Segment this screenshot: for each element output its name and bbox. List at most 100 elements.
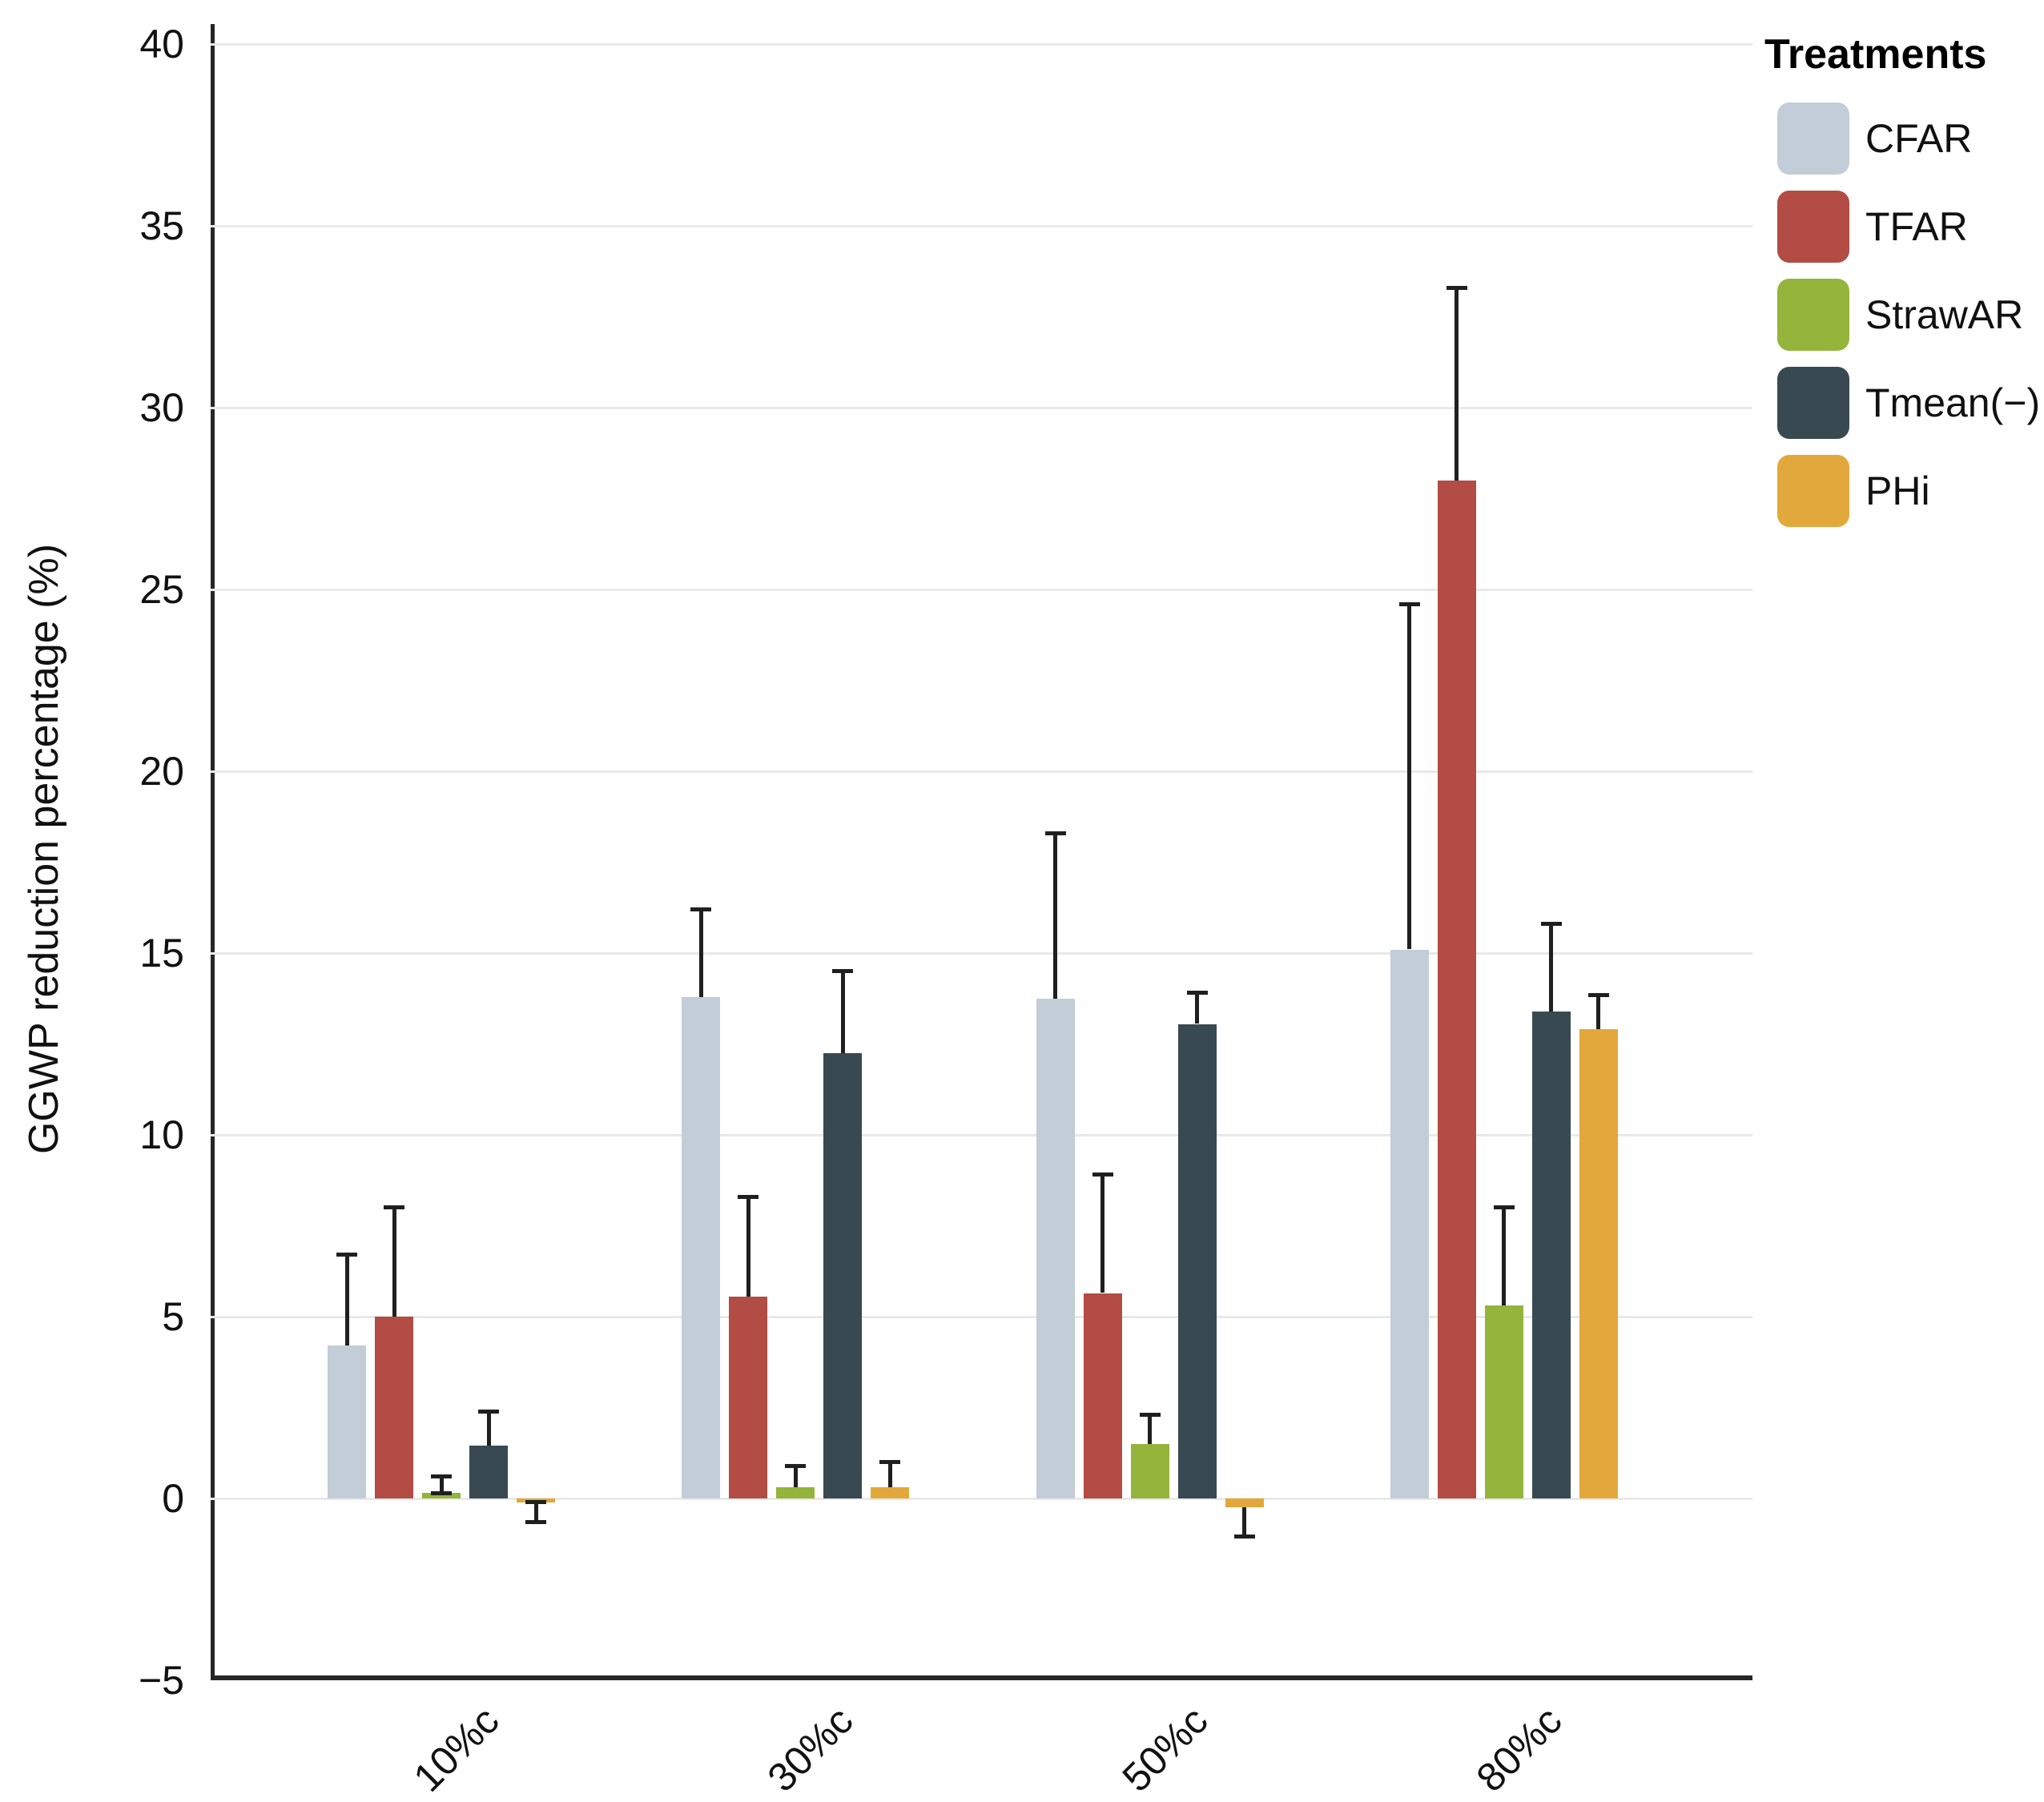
legend: Treatments CFAR TFAR StrawAR Tmean(−) PHi (1764, 30, 2040, 543)
errorbar-cap-Tmean(−)-80%c (1540, 922, 1562, 927)
errorbar-PHi-50%c (1242, 1507, 1247, 1537)
errorbar-Tmean(−)-50%c (1195, 992, 1200, 1024)
bar-StrawAR-30%c (776, 1487, 815, 1498)
errorbar-cap-TFAR-50%c (1092, 1173, 1113, 1177)
errorbar-basecap-PHi-10%c (525, 1500, 546, 1504)
y-axis-title: GGWP reduction percentage (%) (21, 543, 67, 1155)
legend-item-TFAR: TFAR (1764, 191, 2040, 263)
bar-TFAR-50%c (1083, 1293, 1122, 1498)
errorbar-Tmean(−)-80%c (1549, 923, 1554, 1012)
errorbar-CFAR-80%c (1407, 604, 1412, 950)
errorbar-cap-PHi-30%c (879, 1460, 901, 1465)
errorbar-TFAR-30%c (746, 1197, 750, 1297)
y-tick-label-20: 20 (139, 749, 184, 794)
errorbar-cap-CFAR-10%c (336, 1253, 357, 1257)
gridline-20 (211, 770, 1752, 773)
legend-item-label: CFAR (1865, 116, 1973, 161)
bar-Tmean(−)-50%c (1177, 1024, 1217, 1498)
errorbar-cap-StrawAR-30%c (785, 1463, 807, 1468)
errorbar-cap-Tmean(−)-30%c (832, 969, 854, 974)
legend-swatch-icon (1777, 455, 1849, 527)
legend-title: Treatments (1764, 31, 1987, 78)
errorbar-cap-StrawAR-80%c (1493, 1205, 1515, 1210)
y-tick-label-5: 5 (162, 1294, 184, 1339)
errorbar-cap-PHi-50%c (1233, 1535, 1255, 1539)
errorbar-StrawAR-50%c (1148, 1414, 1153, 1444)
errorbar-cap-PHi-10%c (525, 1520, 546, 1524)
errorbar-cap-PHi-80%c (1587, 992, 1609, 997)
errorbar-PHi-10%c (533, 1502, 538, 1522)
bar-TFAR-10%c (375, 1317, 413, 1498)
bar-StrawAR-50%c (1130, 1443, 1169, 1498)
errorbar-Tmean(−)-30%c (840, 971, 845, 1053)
errorbar-Tmean(−)-10%c (486, 1411, 491, 1446)
gridline-10 (211, 1133, 1752, 1136)
errorbar-StrawAR-80%c (1502, 1207, 1507, 1306)
bar-CFAR-50%c (1036, 998, 1075, 1499)
y-tick-label-25: 25 (139, 567, 184, 612)
y-tick-label-40: 40 (139, 22, 184, 66)
x-tick-label-10%c: 10%c (404, 1697, 508, 1800)
y-tick-label--5: −5 (138, 1658, 184, 1703)
errorbar-cap-StrawAR-10%c (431, 1474, 452, 1479)
errorbar-PHi-30%c (887, 1462, 892, 1488)
x-tick-label-50%c: 50%c (1113, 1697, 1217, 1800)
legend-items: CFAR TFAR StrawAR Tmean(−) PHi (1764, 103, 2040, 527)
errorbar-cap-TFAR-80%c (1446, 285, 1467, 290)
errorbar-cap-Tmean(−)-50%c (1186, 991, 1208, 996)
errorbar-cap-CFAR-80%c (1398, 601, 1420, 606)
plot-area: 40 35 30 25 20 15 10 5 0 −5 10%c 30%c 50%c 80%c (139, 24, 1752, 1800)
y-tick-label-15: 15 (139, 931, 184, 975)
legend-item-label: Tmean(−) (1865, 380, 2041, 425)
errorbar-basecap-StrawAR-10%c (431, 1490, 452, 1495)
bar-TFAR-80%c (1437, 480, 1476, 1498)
bar-TFAR-30%c (729, 1297, 768, 1498)
errorbar-TFAR-10%c (392, 1207, 396, 1317)
legend-item-label: TFAR (1865, 204, 1968, 249)
gridline-35 (211, 224, 1752, 227)
y-tick-label-30: 30 (139, 385, 184, 430)
bar-CFAR-30%c (682, 996, 721, 1498)
errorbar-TFAR-50%c (1100, 1174, 1105, 1293)
y-axis-line (211, 24, 215, 1680)
x-tick-label-80%c: 80%c (1467, 1697, 1571, 1800)
errorbar-PHi-80%c (1596, 995, 1601, 1030)
gridline-0 (211, 1497, 1752, 1500)
x-tick-label-30%c: 30%c (758, 1697, 862, 1800)
legend-item-label: StrawAR (1865, 292, 2024, 337)
legend-item-CFAR: CFAR (1764, 103, 2040, 175)
errorbar-cap-CFAR-30%c (690, 907, 712, 911)
errorbar-TFAR-80%c (1455, 288, 1459, 481)
errorbar-StrawAR-10%c (439, 1476, 444, 1494)
errorbar-cap-TFAR-10%c (384, 1205, 404, 1210)
legend-swatch-icon (1777, 191, 1849, 263)
y-tick-label-0: 0 (162, 1476, 184, 1521)
errorbar-CFAR-10%c (344, 1254, 349, 1346)
legend-item-Tmean(−): Tmean(−) (1764, 367, 2040, 439)
legend-item-PHi: PHi (1764, 455, 2040, 527)
errorbar-CFAR-50%c (1053, 833, 1058, 999)
y-tick-label-35: 35 (139, 203, 184, 248)
errorbar-cap-Tmean(−)-10%c (478, 1409, 499, 1414)
x-axis-line (211, 1675, 1752, 1680)
bar-StrawAR-80%c (1484, 1305, 1523, 1498)
errorbar-cap-TFAR-30%c (738, 1194, 759, 1199)
bar-PHi-30%c (871, 1487, 910, 1498)
gridline-30 (211, 406, 1752, 409)
y-tick-label-10: 10 (139, 1112, 184, 1157)
errorbar-StrawAR-30%c (793, 1466, 798, 1488)
legend-item-label: PHi (1865, 469, 1930, 513)
legend-swatch-icon (1777, 367, 1849, 439)
gridline-5 (211, 1315, 1752, 1318)
bar-Tmean(−)-10%c (469, 1446, 508, 1498)
bar-CFAR-80%c (1390, 949, 1429, 1498)
gridline-15 (211, 951, 1752, 955)
bar-PHi-80%c (1579, 1029, 1618, 1498)
errorbar-cap-CFAR-50%c (1044, 831, 1066, 835)
bar-PHi-50%c (1225, 1498, 1264, 1508)
errorbar-cap-StrawAR-50%c (1139, 1413, 1161, 1418)
gridline-40 (211, 42, 1752, 46)
bar-Tmean(−)-80%c (1531, 1011, 1571, 1498)
bar-StrawAR-10%c (422, 1493, 461, 1498)
